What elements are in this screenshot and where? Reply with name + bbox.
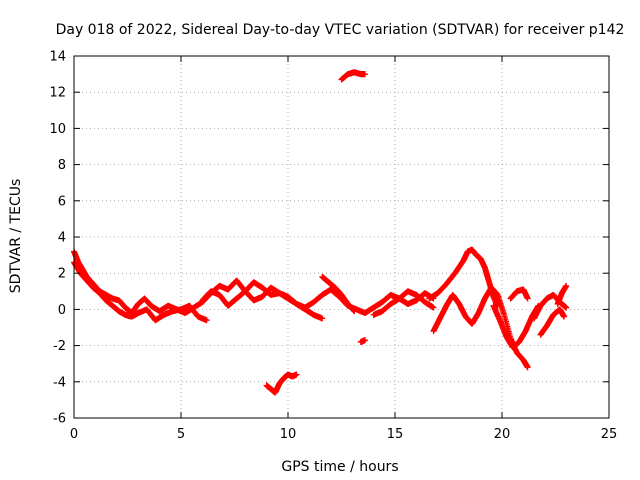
series-arc-15 <box>554 282 570 307</box>
series-arc-5 <box>338 69 369 83</box>
chart-title: Day 018 of 2022, Sidereal Day-to-day VTE… <box>56 22 625 38</box>
y-tick-label: 8 <box>58 158 66 173</box>
series-arc-12 <box>507 286 531 302</box>
y-tick-label: 6 <box>58 194 66 209</box>
grid <box>74 56 609 418</box>
series-arc-11 <box>490 302 542 351</box>
y-tick-label: -2 <box>53 339 66 354</box>
data-point <box>203 317 210 324</box>
y-tick-label: 0 <box>58 303 66 318</box>
series-arc-4 <box>319 273 358 315</box>
series-arc-9 <box>426 246 501 309</box>
y-tick-label: -4 <box>53 375 66 390</box>
series-arc-3 <box>199 279 326 322</box>
series-arc-10 <box>430 284 531 371</box>
y-tick-label: -6 <box>53 412 66 427</box>
x-tick-label: 20 <box>494 427 511 442</box>
y-axis-label: SDTVAR / TECUs <box>8 179 24 294</box>
data-point <box>319 315 326 322</box>
series-arc-6 <box>263 371 300 396</box>
series-arc-8 <box>370 288 437 318</box>
data-point <box>524 295 531 302</box>
y-tick-label: 14 <box>49 50 66 65</box>
x-tick-label: 0 <box>70 427 78 442</box>
data-point <box>351 308 358 315</box>
data-points <box>71 69 570 396</box>
series-arc-7 <box>357 337 369 345</box>
y-tick-label: 4 <box>58 231 66 246</box>
series-arc-2 <box>71 259 210 324</box>
x-axis-label: GPS time / hours <box>281 459 398 475</box>
data-point <box>430 304 437 311</box>
x-tick-label: 5 <box>177 427 185 442</box>
axis-ticks: 0 5 10 15 20 25 -6 -4 -2 0 2 4 6 8 10 12 14 <box>49 50 617 443</box>
data-point <box>563 304 570 311</box>
data-point <box>524 364 531 371</box>
data-point <box>362 71 369 78</box>
series-arc-14 <box>537 306 568 338</box>
x-tick-label: 15 <box>387 427 404 442</box>
data-point <box>362 337 369 344</box>
x-tick-label: 10 <box>280 427 297 442</box>
data-point <box>563 282 570 289</box>
x-tick-label: 25 <box>601 427 618 442</box>
data-point <box>293 371 300 378</box>
data-point <box>561 313 568 320</box>
y-tick-label: 2 <box>58 267 66 282</box>
y-tick-label: 10 <box>49 122 66 137</box>
series-arc-13 <box>531 291 570 322</box>
y-tick-label: 12 <box>49 86 66 101</box>
